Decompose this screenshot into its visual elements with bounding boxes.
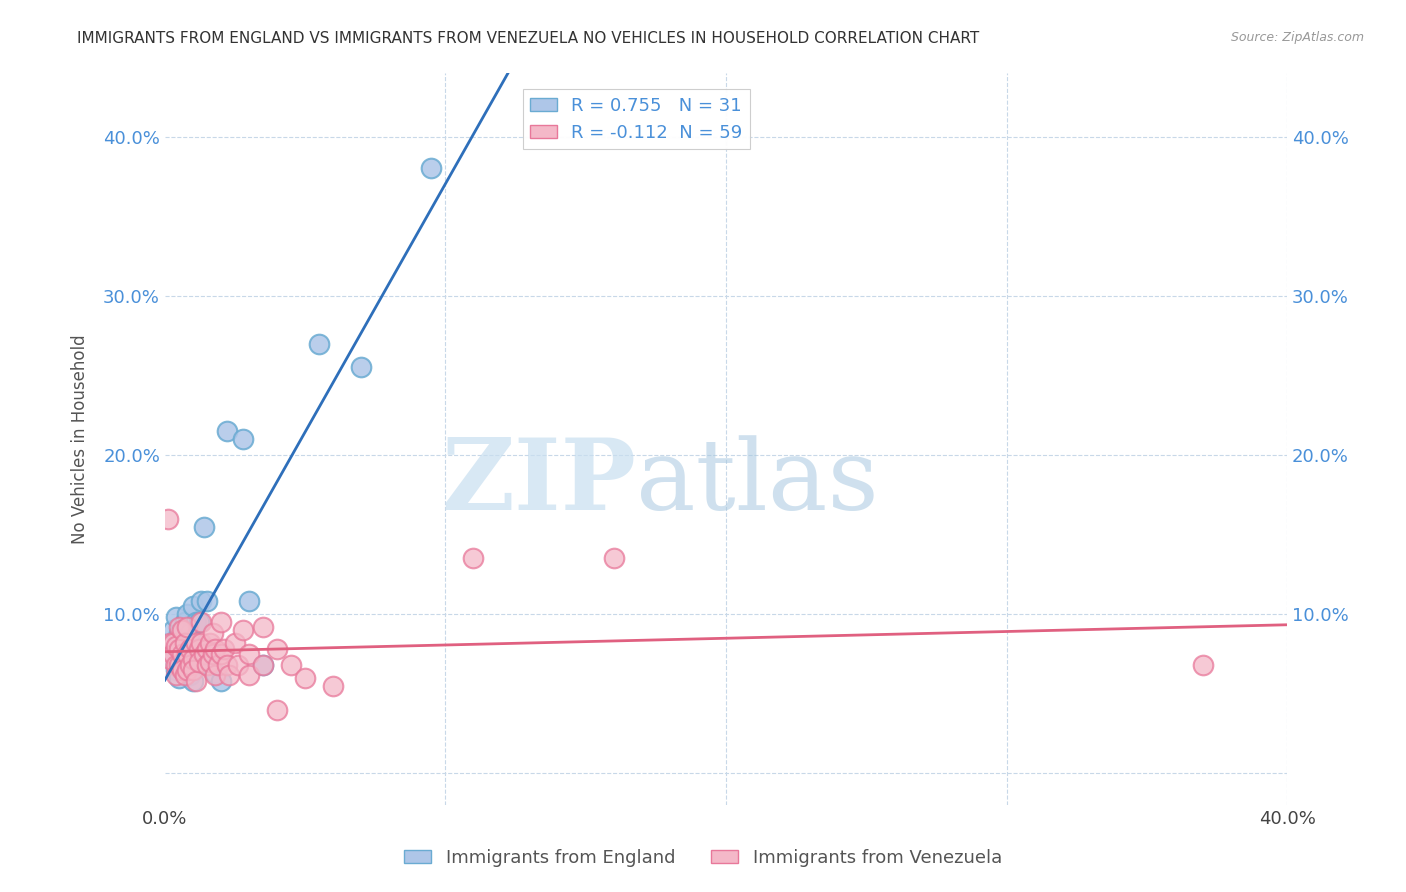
Point — [207, 658, 229, 673]
Text: Source: ZipAtlas.com: Source: ZipAtlas.com — [1230, 31, 1364, 45]
Point — [179, 658, 201, 673]
Point — [190, 615, 212, 629]
Point — [463, 551, 485, 566]
Point — [308, 336, 330, 351]
Point — [165, 667, 187, 681]
Point — [187, 655, 209, 669]
Point — [215, 658, 238, 673]
Point — [170, 647, 193, 661]
Point — [218, 667, 240, 681]
Point — [1192, 658, 1215, 673]
Point — [167, 671, 190, 685]
Point — [176, 663, 198, 677]
Y-axis label: No Vehicles in Household: No Vehicles in Household — [72, 334, 89, 544]
Point — [159, 636, 181, 650]
Point — [193, 519, 215, 533]
Point — [181, 663, 204, 677]
Point — [193, 647, 215, 661]
Point — [170, 623, 193, 637]
Point — [162, 647, 184, 661]
Point — [156, 511, 179, 525]
Point — [201, 626, 224, 640]
Legend: R = 0.755   N = 31, R = -0.112  N = 59: R = 0.755 N = 31, R = -0.112 N = 59 — [523, 89, 749, 149]
Text: atlas: atlas — [636, 435, 879, 531]
Point — [167, 658, 190, 673]
Point — [179, 642, 201, 657]
Point — [209, 673, 232, 688]
Point — [176, 620, 198, 634]
Point — [176, 647, 198, 661]
Point — [159, 636, 181, 650]
Point — [420, 161, 443, 176]
Point — [198, 636, 221, 650]
Point — [165, 658, 187, 673]
Point — [212, 642, 235, 657]
Point — [266, 703, 288, 717]
Point — [167, 642, 190, 657]
Point — [162, 623, 184, 637]
Text: IMMIGRANTS FROM ENGLAND VS IMMIGRANTS FROM VENEZUELA NO VEHICLES IN HOUSEHOLD CO: IMMIGRANTS FROM ENGLAND VS IMMIGRANTS FR… — [77, 31, 980, 46]
Point — [187, 642, 209, 657]
Point — [190, 594, 212, 608]
Point — [195, 658, 218, 673]
Point — [176, 607, 198, 621]
Point — [215, 424, 238, 438]
Point — [170, 642, 193, 657]
Point — [350, 360, 373, 375]
Point — [181, 599, 204, 614]
Point — [170, 655, 193, 669]
Point — [204, 667, 226, 681]
Point — [209, 615, 232, 629]
Point — [232, 623, 254, 637]
Point — [195, 594, 218, 608]
Point — [252, 658, 274, 673]
Point — [179, 667, 201, 681]
Text: ZIP: ZIP — [441, 434, 636, 532]
Point — [198, 655, 221, 669]
Point — [173, 658, 195, 673]
Point — [167, 620, 190, 634]
Point — [165, 639, 187, 653]
Point — [201, 647, 224, 661]
Point — [173, 667, 195, 681]
Point — [162, 651, 184, 665]
Point — [204, 642, 226, 657]
Point — [184, 636, 207, 650]
Point — [603, 551, 626, 566]
Point — [181, 651, 204, 665]
Legend: Immigrants from England, Immigrants from Venezuela: Immigrants from England, Immigrants from… — [396, 842, 1010, 874]
Point — [162, 636, 184, 650]
Point — [294, 671, 316, 685]
Point — [209, 647, 232, 661]
Point — [195, 642, 218, 657]
Point — [252, 620, 274, 634]
Point — [238, 667, 260, 681]
Point — [170, 663, 193, 677]
Point — [204, 665, 226, 680]
Point — [184, 673, 207, 688]
Point — [238, 594, 260, 608]
Point — [173, 615, 195, 629]
Point — [238, 647, 260, 661]
Point — [159, 651, 181, 665]
Point — [280, 658, 302, 673]
Point — [173, 636, 195, 650]
Point — [232, 432, 254, 446]
Point — [184, 615, 207, 629]
Point — [167, 626, 190, 640]
Point — [190, 636, 212, 650]
Point — [165, 663, 187, 677]
Point — [322, 679, 344, 693]
Point — [226, 658, 249, 673]
Point — [187, 615, 209, 629]
Point — [224, 636, 246, 650]
Point — [266, 642, 288, 657]
Point — [181, 673, 204, 688]
Point — [252, 658, 274, 673]
Point — [198, 658, 221, 673]
Point — [165, 610, 187, 624]
Point — [179, 626, 201, 640]
